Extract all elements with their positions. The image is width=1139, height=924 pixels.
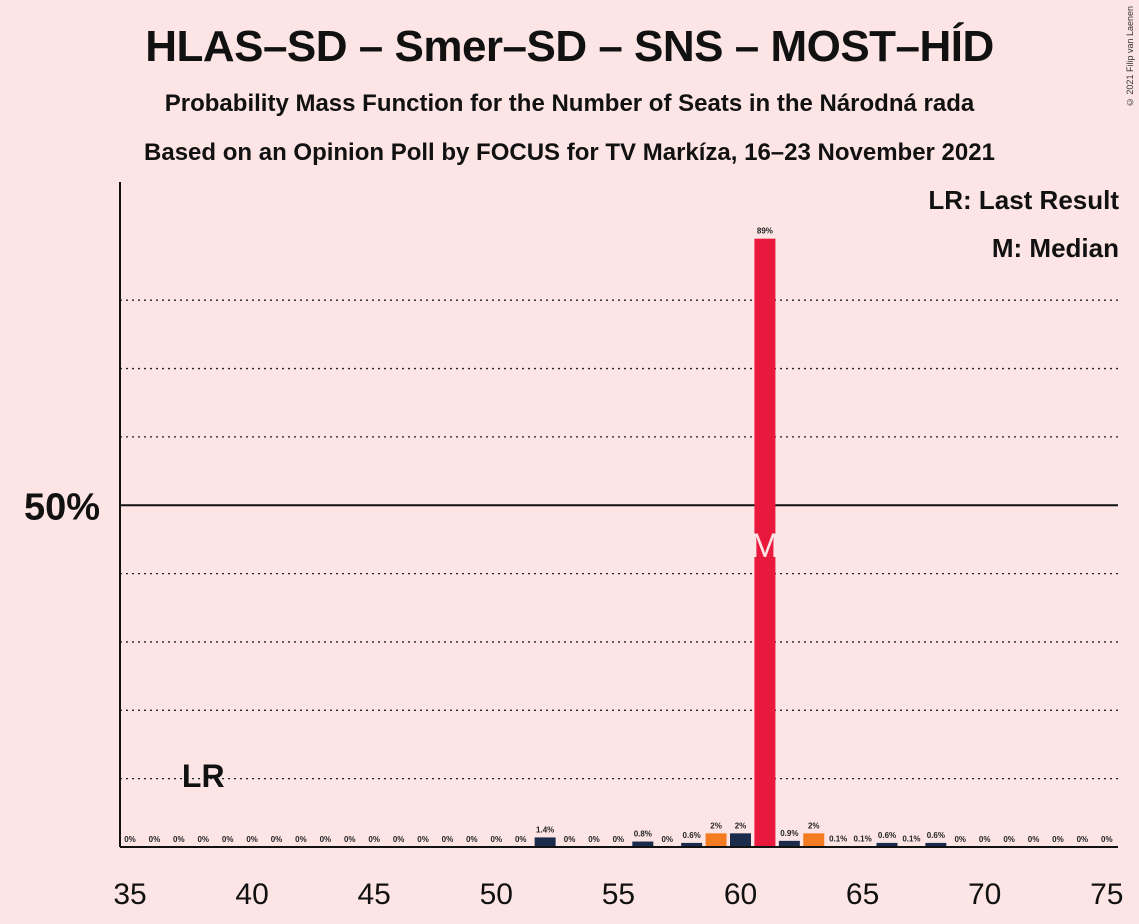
bar-label: 0% bbox=[466, 835, 478, 844]
bar-label: 0% bbox=[393, 835, 405, 844]
bar-label: 0% bbox=[491, 835, 503, 844]
x-tick-label: 70 bbox=[968, 878, 1001, 911]
bar-label: 0% bbox=[246, 835, 258, 844]
bar-label: 0% bbox=[173, 835, 185, 844]
bar-label: 0% bbox=[564, 835, 576, 844]
bar bbox=[754, 238, 776, 847]
bar-label: 0% bbox=[515, 835, 527, 844]
bar-label: 0% bbox=[149, 835, 161, 844]
bar-label: 0% bbox=[979, 835, 991, 844]
bar bbox=[876, 842, 898, 847]
bar-label: 0.9% bbox=[780, 829, 798, 838]
bar-label: 0.8% bbox=[634, 830, 652, 839]
bar-label: 0% bbox=[954, 835, 966, 844]
bar-label: 0.6% bbox=[927, 831, 945, 840]
bar-label: 0% bbox=[1077, 835, 1089, 844]
legend-median: M: Median bbox=[991, 233, 1119, 263]
bar bbox=[632, 841, 654, 847]
bar-label: 0% bbox=[1028, 835, 1040, 844]
bar-label: 0.1% bbox=[853, 834, 871, 843]
bar-label: 0% bbox=[295, 835, 307, 844]
bar bbox=[705, 833, 727, 847]
bar bbox=[534, 837, 556, 847]
bar-label: 0% bbox=[588, 835, 600, 844]
bar-label: 0% bbox=[222, 835, 234, 844]
bar-label: 0% bbox=[124, 835, 136, 844]
x-tick-label: 60 bbox=[724, 878, 757, 911]
median-marker: M bbox=[751, 527, 779, 565]
bar-label: 0.6% bbox=[683, 831, 701, 840]
bar-label: 0% bbox=[1101, 835, 1113, 844]
bar-label: 0.1% bbox=[902, 834, 920, 843]
bar-label: 0% bbox=[320, 835, 332, 844]
x-tick-label: 45 bbox=[358, 878, 391, 911]
bar-label: 2% bbox=[808, 821, 820, 830]
chart-title: HLAS–SD – Smer–SD – SNS – MOST–HÍD bbox=[145, 22, 994, 71]
chart-source: Based on an Opinion Poll by FOCUS for TV… bbox=[144, 139, 995, 166]
bar-label: 0% bbox=[271, 835, 283, 844]
bar-label: 0% bbox=[1052, 835, 1064, 844]
x-tick-label: 50 bbox=[480, 878, 513, 911]
bar-label: 0% bbox=[417, 835, 429, 844]
x-tick-label: 40 bbox=[235, 878, 268, 911]
x-tick-label: 75 bbox=[1090, 878, 1123, 911]
bar bbox=[778, 840, 800, 847]
y-tick-label: 50% bbox=[24, 486, 100, 528]
bar-label: 0% bbox=[344, 835, 356, 844]
bar bbox=[681, 842, 703, 847]
bar bbox=[925, 842, 947, 847]
bar bbox=[803, 833, 825, 847]
bar-label: 0.1% bbox=[829, 834, 847, 843]
bar-label: 89% bbox=[757, 227, 773, 236]
x-tick-label: 35 bbox=[113, 878, 146, 911]
bar-label: 0% bbox=[661, 835, 673, 844]
bar-label: 2% bbox=[735, 821, 747, 830]
bar-label: 2% bbox=[710, 821, 722, 830]
x-tick-label: 55 bbox=[602, 878, 635, 911]
legend-last-result: LR: Last Result bbox=[928, 185, 1119, 215]
bar-label: 0% bbox=[613, 835, 625, 844]
bar-label: 0% bbox=[368, 835, 380, 844]
last-result-marker: LR bbox=[182, 758, 225, 794]
bar-label: 0% bbox=[197, 835, 209, 844]
chart-subtitle: Probability Mass Function for the Number… bbox=[164, 90, 975, 117]
x-tick-label: 65 bbox=[846, 878, 879, 911]
bar-label: 0% bbox=[442, 835, 454, 844]
bar-label: 0.6% bbox=[878, 831, 896, 840]
bar-label: 1.4% bbox=[536, 825, 554, 834]
bar bbox=[730, 833, 751, 847]
bar-label: 0% bbox=[1003, 835, 1015, 844]
